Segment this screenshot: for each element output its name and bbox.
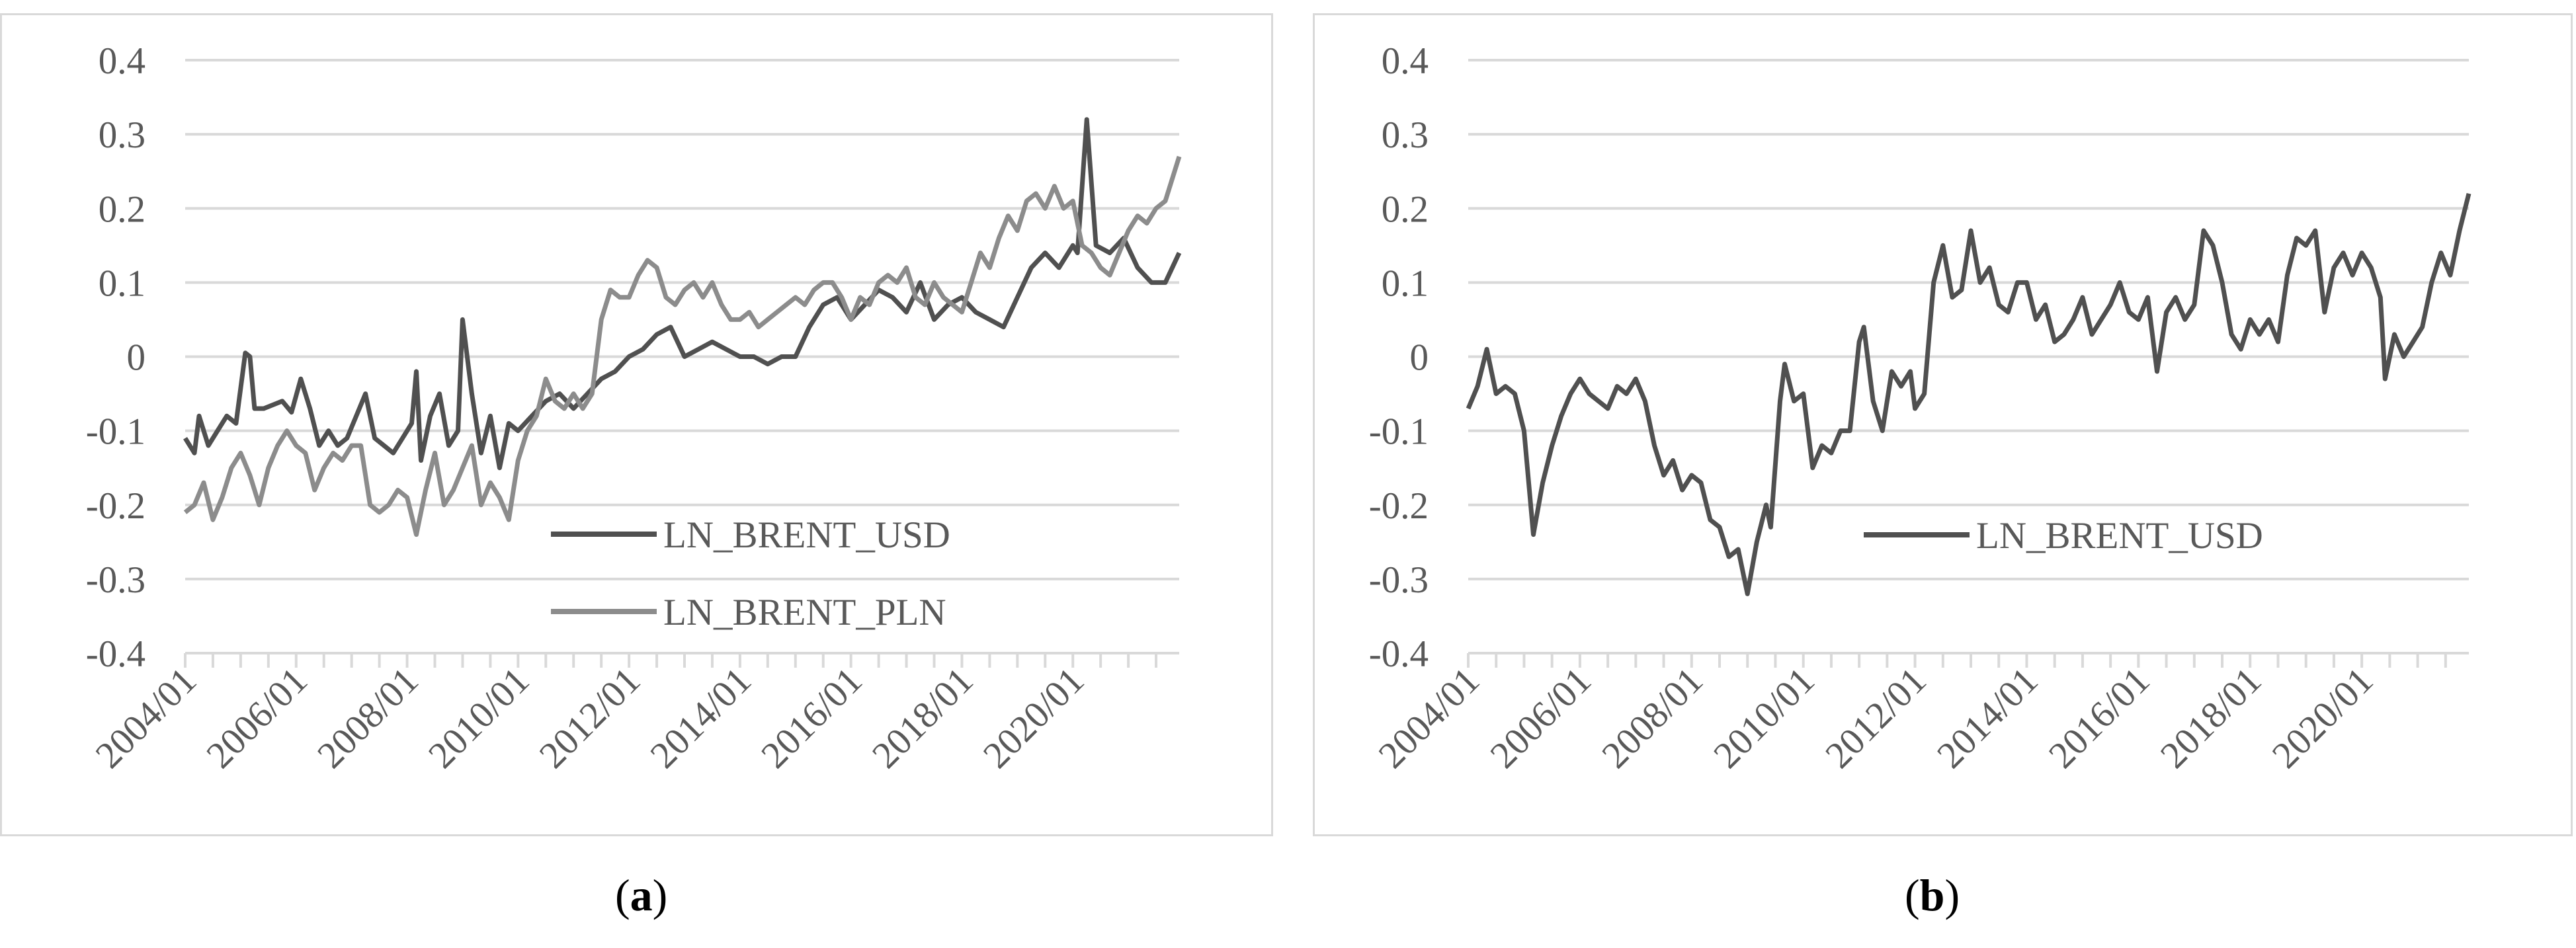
series-line-ln-brent-usd [183, 117, 1182, 471]
y-tick-label: -0.3 [1369, 559, 1429, 601]
caption-b-close: ) [1944, 870, 1960, 920]
y-tick-label: 0.3 [99, 114, 145, 156]
y-tick-label: -0.1 [86, 411, 145, 453]
chart-b-svg: 0.4 0.3 0.2 0.1 0 -0.1 -0.2 -0.3 -0.42004/012006… [1369, 40, 2472, 777]
y-tick-label: 0.1 [1382, 262, 1429, 304]
x-tick-label: 2010/01 [421, 660, 538, 777]
caption-a-close: ) [652, 870, 668, 920]
x-tick-label: 2020/01 [976, 660, 1093, 777]
x-tick-label: 2016/01 [753, 660, 870, 777]
x-tick-label: 2012/01 [1817, 660, 1934, 777]
y-tick-label: 0 [127, 337, 146, 379]
chart-a-svg: 0.4 0.3 0.2 0.1 0 -0.1 -0.2 -0.3 -0.42004/012006… [86, 40, 1182, 777]
y-tick-label: 0.3 [1382, 114, 1429, 156]
chart-panel-b: 0.4 0.3 0.2 0.1 0 -0.1 -0.2 -0.3 -0.4 2004/01 2006… [1313, 13, 2573, 836]
y-tick-label: -0.1 [1369, 411, 1429, 453]
caption-b: (b) [1905, 869, 1960, 922]
y-tick-label: 0 [1410, 337, 1429, 379]
x-tick-label: 2018/01 [2153, 660, 2270, 777]
x-tick-label: 2014/01 [642, 660, 759, 777]
y-tick-label: 0.4 [99, 40, 145, 82]
legend-label: LN_BRENT_USD [663, 514, 950, 556]
y-tick-label: -0.2 [86, 485, 145, 527]
x-tick-label: 2008/01 [1594, 660, 1711, 777]
x-tick-label: 2006/01 [1482, 660, 1599, 777]
legend-label: LN_BRENT_PLN [663, 592, 946, 633]
y-tick-label: -0.2 [1369, 485, 1429, 527]
y-tick-label: -0.3 [86, 559, 145, 601]
x-tick-label: 2012/01 [532, 660, 649, 777]
y-tick-label: 0.1 [99, 262, 145, 304]
series-line-ln-brent-usd [1466, 192, 2472, 596]
x-tick-label: 2008/01 [310, 660, 427, 777]
chart-panel-a: 0.4 0.3 0.2 0.1 0 -0.1 -0.2 -0.3 -0.4 2004/01 2006… [0, 13, 1273, 836]
x-tick-label: 2014/01 [1929, 660, 2046, 777]
y-tick-label: -0.4 [86, 633, 145, 675]
x-tick-label: 2010/01 [1706, 660, 1823, 777]
x-tick-label: 2004/01 [1371, 660, 1488, 777]
caption-a-letter: a [630, 870, 653, 920]
y-tick-label: 0.2 [1382, 188, 1429, 230]
x-tick-label: 2016/01 [2041, 660, 2158, 777]
caption-a: (a) [615, 869, 667, 922]
x-tick-label: 2020/01 [2264, 660, 2382, 777]
y-tick-label: 0.2 [99, 188, 145, 230]
x-tick-label: 2018/01 [864, 660, 981, 777]
caption-b-open: ( [1905, 870, 1920, 920]
caption-a-open: ( [615, 870, 630, 920]
x-tick-label: 2004/01 [88, 660, 205, 777]
caption-b-letter: b [1919, 870, 1945, 920]
series-line-ln-brent-pln [183, 155, 1182, 537]
y-tick-label: -0.4 [1369, 633, 1429, 675]
x-tick-label: 2006/01 [198, 660, 315, 777]
legend-label: LN_BRENT_USD [1976, 515, 2263, 557]
y-tick-label: 0.4 [1382, 40, 1429, 82]
